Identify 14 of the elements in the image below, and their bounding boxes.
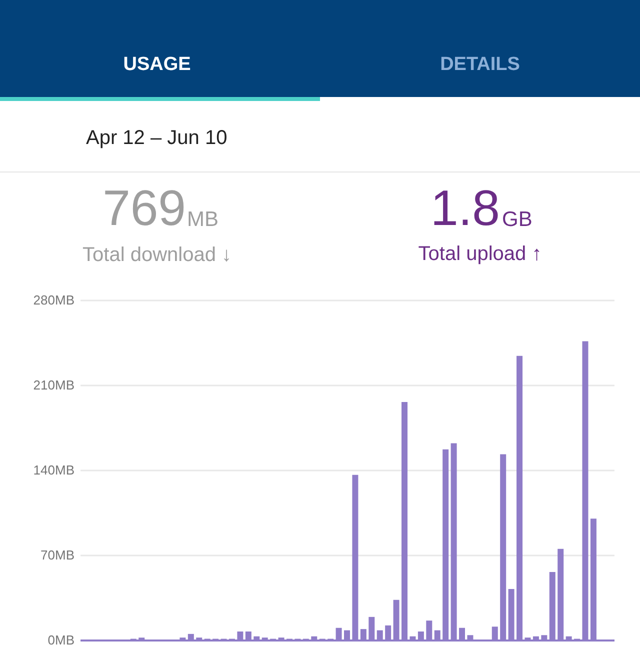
text: Total download ↓ xyxy=(82,244,232,266)
y-tick-label: 280MB xyxy=(33,292,74,308)
text: Apr 12 – Jun 10 xyxy=(86,127,228,149)
text: DETAILS xyxy=(440,54,520,75)
text: 1.8 xyxy=(430,180,500,236)
text: USAGE xyxy=(123,54,191,75)
y-tick-label: 140MB xyxy=(33,462,74,478)
y-tick-label: 0MB xyxy=(48,632,74,648)
text: 769 xyxy=(102,180,186,236)
y-tick-label: 210MB xyxy=(33,378,74,392)
text: GB xyxy=(502,208,532,231)
y-tick-label: 70MB xyxy=(40,548,74,562)
text: Total upload ↑ xyxy=(418,243,542,265)
text: MB xyxy=(187,208,218,231)
